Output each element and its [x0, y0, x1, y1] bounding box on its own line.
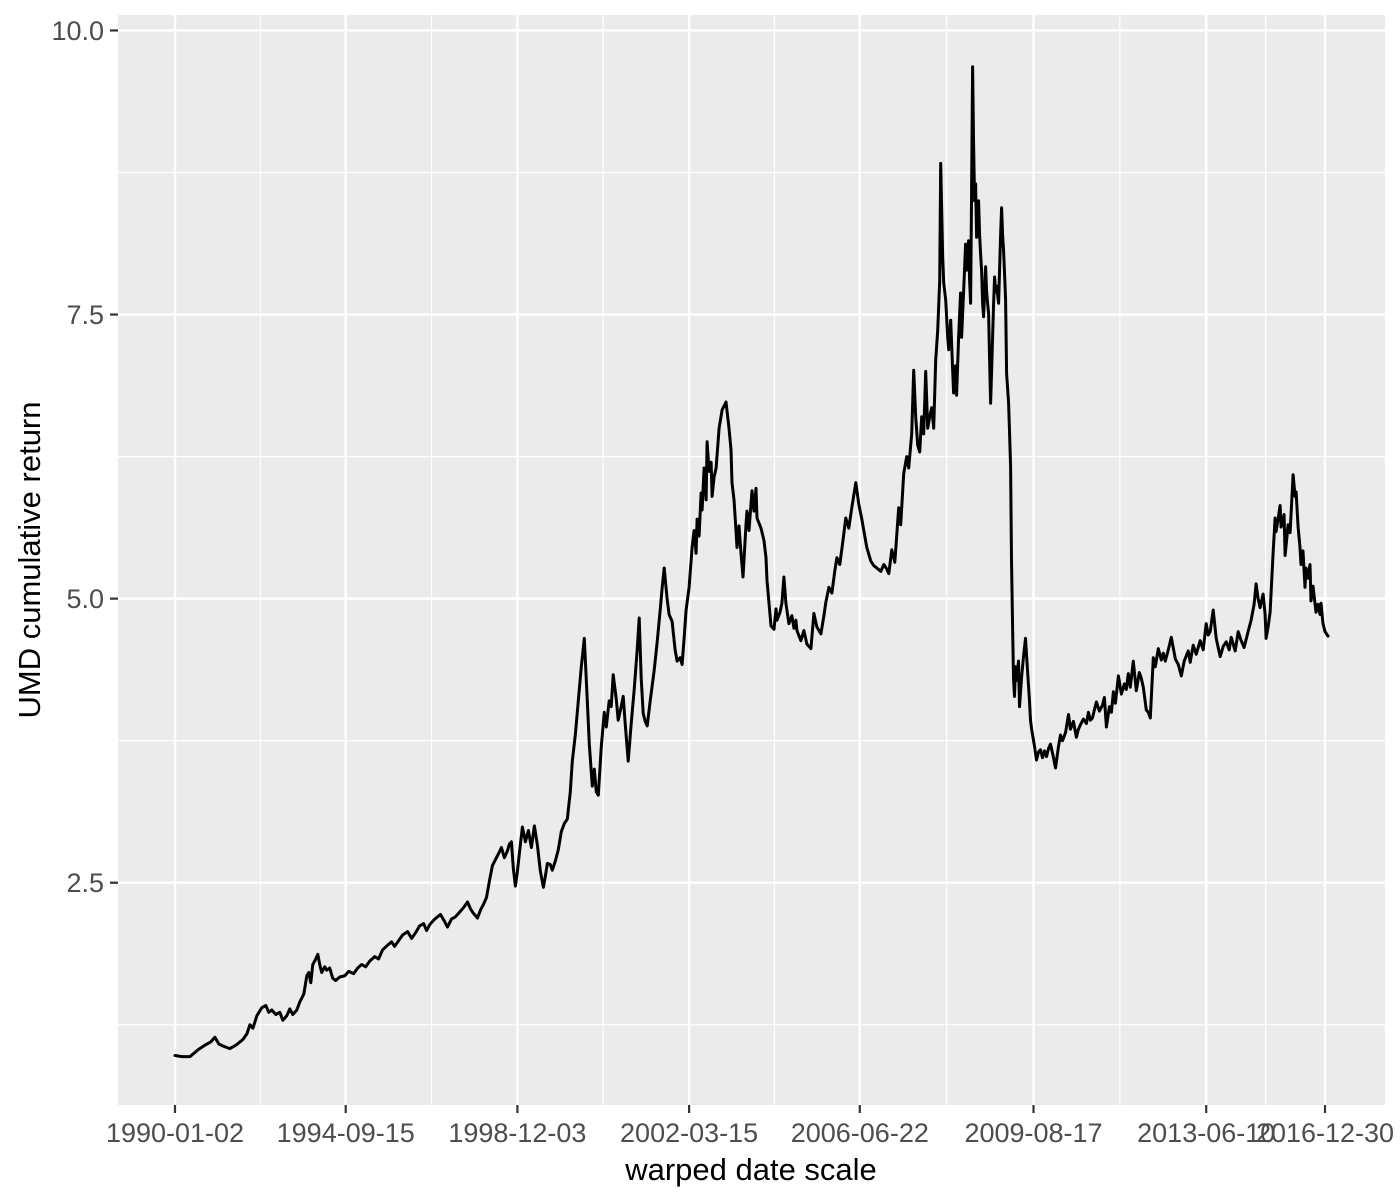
x-tick-label: 1994-09-15 [277, 1118, 415, 1148]
y-tick-label: 5.0 [66, 584, 104, 614]
x-tick-label: 2006-06-22 [791, 1118, 929, 1148]
y-axis-title: UMD cumulative return [12, 402, 47, 719]
plot-panel [118, 15, 1385, 1105]
x-axis-title: warped date scale [624, 1152, 877, 1187]
x-tick-label: 1990-01-02 [106, 1118, 244, 1148]
x-tick-label: 2016-12-30 [1256, 1118, 1394, 1148]
y-axis-tick-marks [110, 29, 118, 884]
umd-series-line [173, 65, 1330, 1059]
gridlines-major [118, 15, 1385, 1105]
y-tick-label: 2.5 [66, 868, 104, 898]
y-tick-label: 10.0 [51, 16, 104, 46]
x-tick-label: 2009-08-17 [964, 1118, 1102, 1148]
gridlines-minor [118, 15, 1385, 1105]
x-axis-tick-marks [173, 1105, 1327, 1113]
y-tick-label: 7.5 [66, 300, 104, 330]
x-axis-tick-labels: 1990-01-02 1994-09-15 1998-12-03 2002-03-15… [106, 1118, 1394, 1148]
x-tick-label: 2013-06-10 [1137, 1118, 1275, 1148]
x-tick-label: 2002-03-15 [620, 1118, 758, 1148]
y-axis-tick-labels: 2.5 5.0 7.5 10.0 [51, 16, 104, 898]
x-tick-label: 1998-12-03 [448, 1118, 586, 1148]
